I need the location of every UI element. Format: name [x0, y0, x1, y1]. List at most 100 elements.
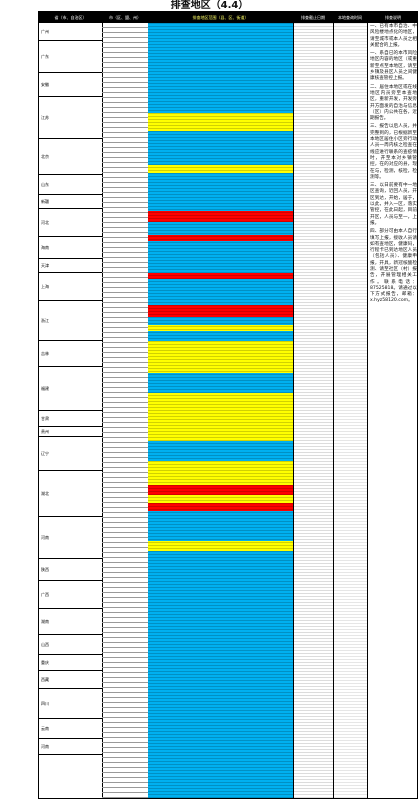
- city-cell: [102, 658, 148, 663]
- query-time-row-line: [334, 539, 368, 540]
- date-row-line: [294, 674, 334, 675]
- query-time-row-line: [334, 347, 368, 348]
- query-time-row-line: [334, 653, 368, 654]
- area-row-line: [148, 410, 293, 411]
- area-row-line: [148, 362, 293, 363]
- date-row-line: [294, 716, 334, 717]
- query-time-row-line: [334, 722, 368, 723]
- city-cell: [102, 543, 148, 548]
- query-time-row-line: [334, 197, 368, 198]
- query-time-row-line: [334, 686, 368, 687]
- area-row-line: [148, 98, 293, 99]
- query-time-row-line: [334, 44, 368, 45]
- query-time-row-line: [334, 209, 368, 210]
- date-row-line: [294, 236, 334, 237]
- area-row-line: [148, 791, 293, 792]
- city-cell: [102, 468, 148, 473]
- date-row-line: [294, 254, 334, 255]
- area-row-line: [148, 587, 293, 588]
- area-row-line: [148, 446, 293, 447]
- date-row-line: [294, 74, 334, 75]
- query-time-row-line: [334, 185, 368, 186]
- area-row-line: [148, 245, 293, 246]
- query-time-row-line: [334, 134, 368, 135]
- query-time-row-line: [334, 296, 368, 297]
- query-time-row-line: [334, 167, 368, 168]
- query-time-row-line: [334, 350, 368, 351]
- query-time-row-line: [334, 578, 368, 579]
- area-row-line: [148, 59, 293, 60]
- area-row-line: [148, 617, 293, 618]
- date-row-line: [294, 263, 334, 264]
- area-row-line: [148, 311, 293, 312]
- area-row-line: [148, 383, 293, 384]
- area-row-line: [148, 275, 293, 276]
- note-paragraph: 三、报告以后人员，并完整到的，已根据新至本地区居住小区旁行动人员一周内核之检查在…: [370, 124, 417, 180]
- date-row-line: [294, 38, 334, 39]
- area-row-line: [148, 563, 293, 564]
- date-row-line: [294, 650, 334, 651]
- area-row-line: [148, 224, 293, 225]
- date-row-line: [294, 257, 334, 258]
- area-row-line: [148, 596, 293, 597]
- date-row-line: [294, 317, 334, 318]
- province-cell: 辽宁: [39, 437, 102, 471]
- date-row-line: [294, 635, 334, 636]
- city-cell: [102, 48, 148, 53]
- query-time-row-line: [334, 410, 368, 411]
- date-row-line: [294, 392, 334, 393]
- city-cell: [102, 478, 148, 483]
- date-row-line: [294, 608, 334, 609]
- area-row-line: [148, 677, 293, 678]
- date-row-line: [294, 425, 334, 426]
- area-row-line: [148, 119, 293, 120]
- area-column: [148, 23, 293, 798]
- query-time-row-line: [334, 257, 368, 258]
- date-row-line: [294, 452, 334, 453]
- province-cell: 广东: [39, 41, 102, 73]
- city-cell: [102, 518, 148, 523]
- area-row-line: [148, 686, 293, 687]
- date-row-line: [294, 29, 334, 30]
- area-row-line: [148, 320, 293, 321]
- date-row-line: [294, 59, 334, 60]
- area-row-line: [148, 179, 293, 180]
- area-row-line: [148, 161, 293, 162]
- area-row-line: [148, 704, 293, 705]
- city-cell: [102, 473, 148, 478]
- area-band-blue: [148, 131, 293, 165]
- date-row-line: [294, 779, 334, 780]
- area-row-line: [148, 473, 293, 474]
- date-row-line: [294, 386, 334, 387]
- date-row-line: [294, 710, 334, 711]
- area-row-line: [148, 353, 293, 354]
- area-row-line: [148, 269, 293, 270]
- date-row-line: [294, 524, 334, 525]
- city-cell: [102, 578, 148, 583]
- query-time-row-line: [334, 542, 368, 543]
- query-time-row-line: [334, 104, 368, 105]
- query-time-row-line: [334, 158, 368, 159]
- date-row-line: [294, 725, 334, 726]
- city-cell: [102, 528, 148, 533]
- date-row-line: [294, 83, 334, 84]
- area-row-line: [148, 248, 293, 249]
- area-row-line: [148, 797, 293, 798]
- date-row-line: [294, 380, 334, 381]
- date-row-line: [294, 299, 334, 300]
- city-cell: [102, 308, 148, 313]
- province-cell: 河南: [39, 739, 102, 755]
- query-time-row-line: [334, 128, 368, 129]
- query-time-row-line: [334, 215, 368, 216]
- area-row-line: [148, 590, 293, 591]
- area-row-line: [148, 581, 293, 582]
- area-row-line: [148, 32, 293, 33]
- date-row-line: [294, 572, 334, 573]
- date-row-line: [294, 614, 334, 615]
- city-cell: [102, 73, 148, 78]
- query-time-row-line: [334, 779, 368, 780]
- query-time-row-line: [334, 749, 368, 750]
- area-band-red: [148, 273, 293, 279]
- area-row-line: [148, 80, 293, 81]
- city-cell: [102, 668, 148, 673]
